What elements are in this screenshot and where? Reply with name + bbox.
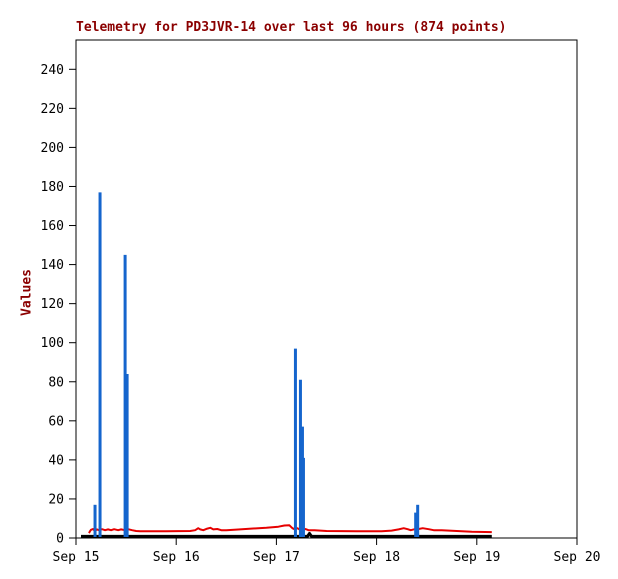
y-tick-label: 160 bbox=[41, 219, 64, 234]
y-tick-label: 240 bbox=[41, 63, 64, 78]
chart-title: Telemetry for PD3JVR-14 over last 96 hou… bbox=[76, 20, 507, 35]
y-tick-label: 0 bbox=[56, 532, 64, 547]
y-tick-label: 60 bbox=[48, 414, 64, 429]
x-tick-label: Sep 18 bbox=[353, 550, 400, 565]
y-tick-label: 100 bbox=[41, 336, 64, 351]
y-axis-label: Values bbox=[19, 269, 35, 316]
plot-border bbox=[75, 39, 578, 539]
x-tick-label: Sep 17 bbox=[253, 550, 300, 565]
y-tick-label: 20 bbox=[48, 492, 64, 507]
x-tick-label: Sep 20 bbox=[554, 550, 601, 565]
y-tick-label: 220 bbox=[41, 102, 64, 117]
channel-red-line bbox=[88, 524, 492, 534]
channel-black-baseline-line bbox=[81, 532, 492, 538]
y-tick-label: 180 bbox=[41, 180, 64, 195]
x-tick-label: Sep 15 bbox=[53, 550, 100, 565]
x-tick-label: Sep 19 bbox=[453, 550, 500, 565]
y-tick-label: 140 bbox=[41, 258, 64, 273]
y-tick-label: 80 bbox=[48, 375, 64, 390]
y-tick-label: 200 bbox=[41, 141, 64, 156]
y-tick-label: 120 bbox=[41, 297, 64, 312]
y-tick-label: 40 bbox=[48, 453, 64, 468]
x-tick-label: Sep 16 bbox=[153, 550, 200, 565]
